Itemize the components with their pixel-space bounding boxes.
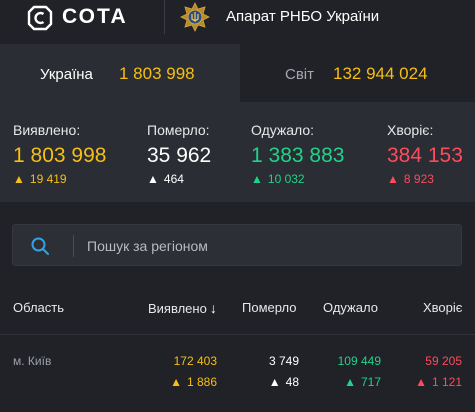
stat-detected-label: Виявлено: <box>13 122 81 138</box>
row-died-value: 3 749 <box>268 354 299 368</box>
arrow-up-icon: ▲ <box>170 375 182 389</box>
tab-ukraine[interactable]: Україна 1 803 998 <box>0 44 240 102</box>
cota-logo-icon[interactable] <box>26 4 54 32</box>
stat-recovered-label: Одужало: <box>251 122 315 138</box>
row-died-delta-value: 48 <box>285 375 299 389</box>
arrow-up-icon: ▲ <box>147 172 159 186</box>
column-header-died[interactable]: Померло <box>242 300 297 315</box>
table-divider <box>0 334 475 335</box>
stat-detected-delta-value: 19 419 <box>29 172 67 186</box>
row-detected-delta-value: 1 886 <box>186 375 217 389</box>
tab-world-value: 132 944 024 <box>333 64 428 83</box>
arrow-up-icon: ▲ <box>251 172 263 186</box>
stat-recovered-value: 1 383 883 <box>251 144 345 167</box>
row-recovered-value: 109 449 <box>337 354 381 368</box>
stat-detected-value: 1 803 998 <box>13 144 107 167</box>
nsdc-emblem-icon <box>180 2 210 32</box>
header-divider <box>164 0 165 34</box>
row-recovered-delta-value: 717 <box>360 375 381 389</box>
column-header-detected[interactable]: Виявлено ↓ <box>148 300 217 316</box>
organization-name[interactable]: Апарат РНБО України <box>226 8 380 25</box>
stat-sick-delta-value: 8 923 <box>403 172 434 186</box>
tab-world[interactable]: Світ 132 944 024 <box>240 44 475 102</box>
table-header: Область Виявлено ↓ Померло Одужало Хворіє <box>0 290 475 324</box>
row-sick-delta-value: 1 121 <box>431 375 462 389</box>
app-header: СОТА Апарат РНБО України <box>0 0 475 44</box>
brand-name[interactable]: СОТА <box>62 5 128 28</box>
search-separator <box>73 235 74 257</box>
tab-ukraine-label: Україна <box>40 66 93 83</box>
stat-sick-delta: ▲ 8 923 <box>387 172 434 186</box>
tab-ukraine-value: 1 803 998 <box>119 64 195 83</box>
row-detected-value: 172 403 <box>173 354 217 368</box>
stat-recovered-delta-value: 10 032 <box>267 172 305 186</box>
column-header-detected-label: Виявлено <box>148 301 207 316</box>
stat-sick-value: 384 153 <box>387 144 463 167</box>
arrow-up-icon: ▲ <box>13 172 25 186</box>
column-header-region[interactable]: Область <box>13 300 65 315</box>
row-region-name: м. Київ <box>13 354 52 368</box>
stat-detected-delta: ▲ 19 419 <box>13 172 67 186</box>
arrow-up-icon: ▲ <box>344 375 356 389</box>
row-detected-delta: ▲ 1 886 <box>170 375 217 389</box>
row-sick-delta: ▲ 1 121 <box>415 375 462 389</box>
search-icon[interactable] <box>30 236 50 256</box>
table-row[interactable]: м. Київ 172 403 ▲ 1 886 3 749 ▲ 48 109 449… <box>0 344 475 404</box>
stat-died-label: Померло: <box>147 122 210 138</box>
row-recovered-delta: ▲ 717 <box>344 375 381 389</box>
arrow-up-icon: ▲ <box>415 375 427 389</box>
stat-sick-label: Хворіє: <box>387 122 434 138</box>
region-search[interactable] <box>12 224 462 266</box>
stat-died-value: 35 962 <box>147 144 212 167</box>
search-input[interactable] <box>87 236 447 256</box>
column-header-sick[interactable]: Хворіє <box>423 300 463 315</box>
stat-died-delta: ▲ 464 <box>147 172 184 186</box>
stat-recovered-delta: ▲ 10 032 <box>251 172 305 186</box>
arrow-up-icon: ▲ <box>268 375 281 389</box>
tab-world-label: Світ <box>285 66 315 83</box>
row-died-delta: ▲ 48 <box>269 375 299 389</box>
row-sick-value: 59 205 <box>425 354 462 368</box>
stats-panel: Виявлено: 1 803 998 ▲ 19 419 Померло: 35 … <box>0 102 475 202</box>
region-tabs: Україна 1 803 998 Світ 132 944 024 <box>0 44 475 102</box>
arrow-up-icon: ▲ <box>387 172 399 186</box>
stat-died-delta-value: 464 <box>163 172 184 186</box>
sort-down-icon: ↓ <box>209 300 217 316</box>
column-header-recovered[interactable]: Одужало <box>323 300 378 315</box>
